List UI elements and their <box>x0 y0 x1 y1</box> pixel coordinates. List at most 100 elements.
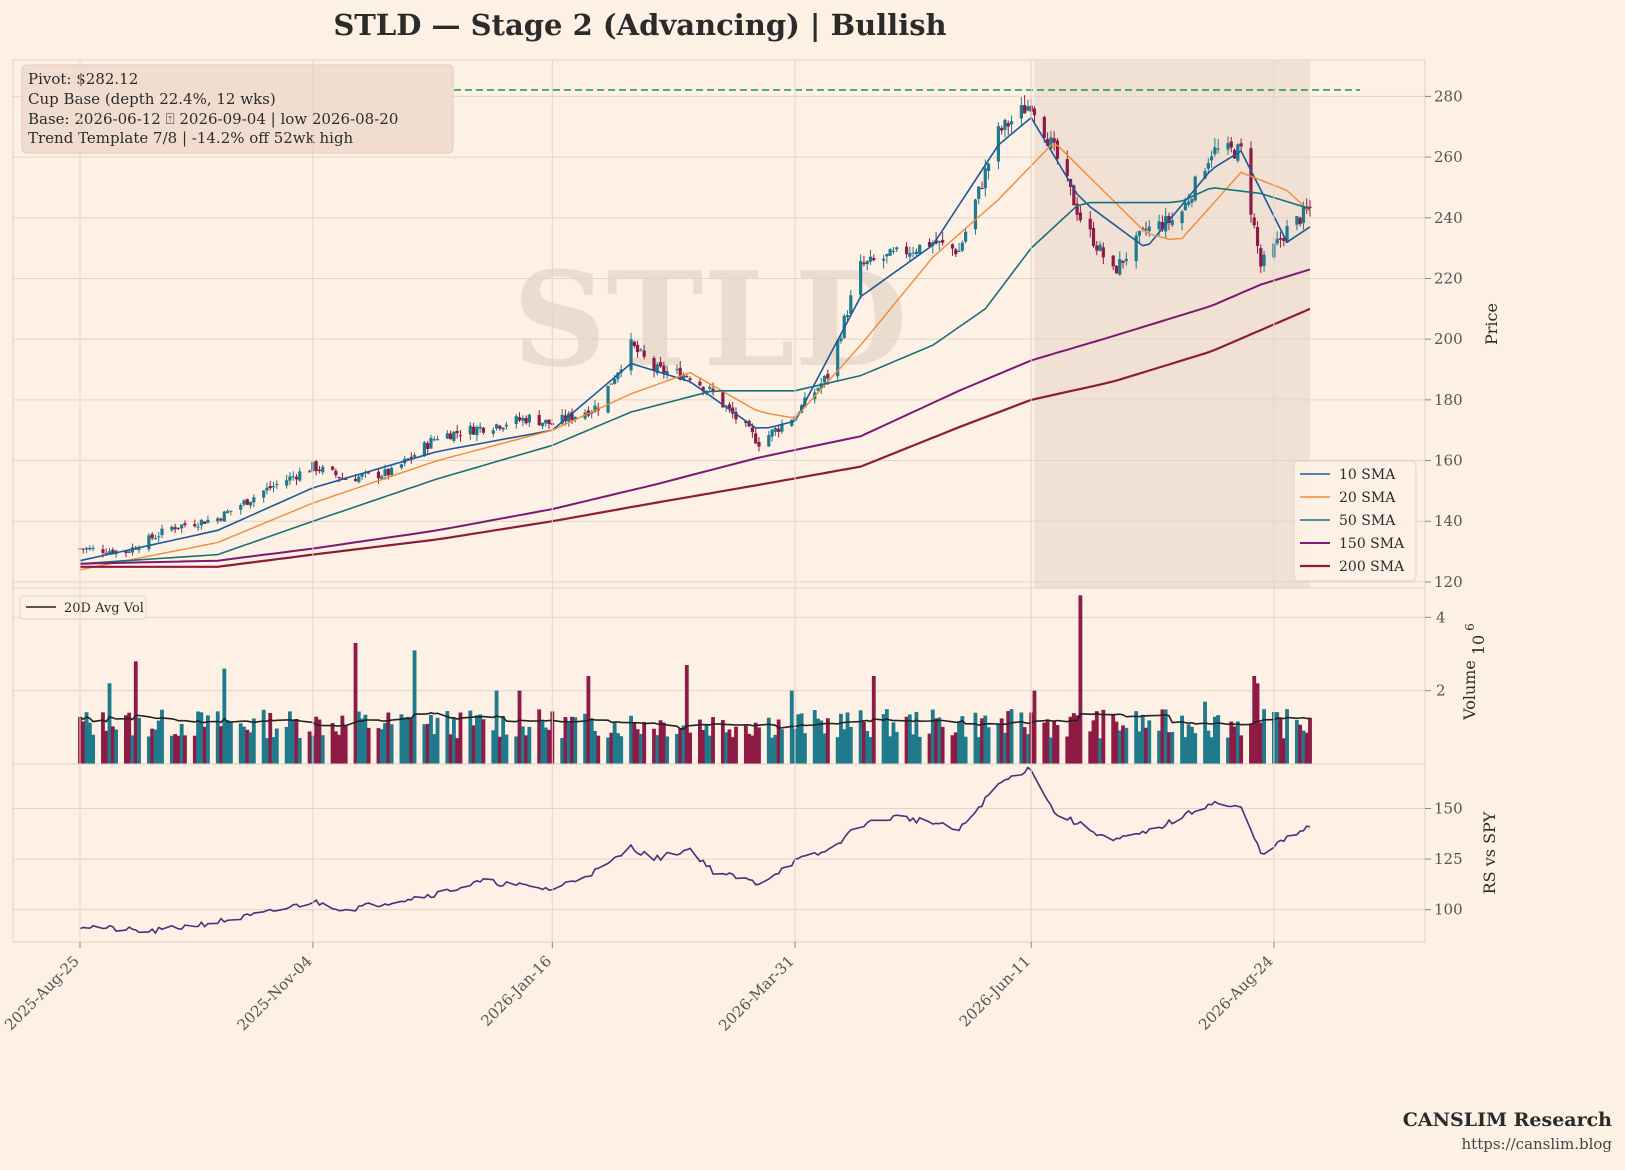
volume-bar <box>1193 733 1198 764</box>
volume-bar <box>1281 738 1286 764</box>
volume-bar <box>1052 720 1057 764</box>
candle-body <box>157 536 161 538</box>
volume-bar <box>1026 734 1030 764</box>
volume-panel: 24 Volume 10 6 20D Avg Vol <box>12 587 1488 765</box>
volume-bar <box>1048 737 1053 764</box>
candle-body <box>1003 119 1007 130</box>
candle-body <box>567 413 571 422</box>
volume-bar <box>1091 720 1096 764</box>
volume-bar <box>1071 713 1076 764</box>
candle-body <box>1124 258 1128 262</box>
volume-bar <box>268 712 273 764</box>
chart-title: STLD — Stage 2 (Advancing) | Bullish <box>333 8 946 42</box>
volume-bar <box>698 719 702 764</box>
volume-bar <box>1147 720 1152 764</box>
info-box: Pivot: $282.12 Cup Base (depth 22.4%, 12… <box>21 64 454 154</box>
volume-bar <box>386 712 391 764</box>
candle-body <box>321 466 325 473</box>
legend-label-10: 10 SMA <box>1339 467 1396 483</box>
volume-bar <box>999 718 1004 764</box>
legend-label-50: 50 SMA <box>1339 513 1396 529</box>
volume-bar <box>884 709 889 764</box>
candle-body <box>757 441 761 447</box>
volume-bar <box>593 730 597 764</box>
candle-body <box>160 528 164 536</box>
volume-bar <box>619 736 624 764</box>
volume-bar <box>1235 721 1240 764</box>
volume-bar <box>1075 715 1080 764</box>
candle-body <box>964 231 968 242</box>
candle-body <box>226 511 230 513</box>
volume-bar <box>635 729 640 764</box>
volume-legend: 20D Avg Vol <box>19 595 147 620</box>
volume-bar <box>868 737 873 764</box>
volume-bar <box>1009 709 1014 764</box>
candle-body <box>754 433 758 444</box>
candle-body <box>91 547 95 549</box>
volume-bar <box>1022 727 1027 764</box>
volume-bar <box>839 713 843 764</box>
candle-body <box>245 499 249 505</box>
volume-bar <box>773 734 778 764</box>
volume-bar <box>245 729 250 764</box>
volume-bar <box>816 718 820 764</box>
candle-body <box>1042 116 1046 138</box>
volume-bar <box>491 730 496 764</box>
volume-bar <box>425 723 430 764</box>
candle-body <box>294 476 299 480</box>
volume-bar <box>704 724 709 764</box>
volume-bar <box>1275 712 1280 764</box>
candle-body <box>432 439 436 441</box>
candle-body <box>1147 226 1151 232</box>
candle-body <box>918 244 922 254</box>
volume-bar <box>642 722 647 764</box>
volume-bar <box>927 733 932 764</box>
candle-body <box>731 407 735 414</box>
volume-bar <box>720 720 725 764</box>
candle-body <box>357 476 361 483</box>
volume-bar <box>314 716 319 764</box>
candle-body <box>501 427 505 430</box>
candle-body <box>147 535 151 550</box>
volume-bar <box>173 734 178 764</box>
volume-bar <box>629 715 633 764</box>
volume-bar <box>1065 736 1070 764</box>
candle-body <box>773 428 777 432</box>
candle-body <box>996 126 1000 162</box>
volume-bar <box>1301 730 1306 764</box>
candle-body <box>616 372 620 380</box>
volume-bar <box>1229 721 1234 764</box>
candle-body <box>606 385 610 413</box>
volume-bar <box>1278 717 1283 764</box>
candle-body <box>334 470 338 476</box>
candle-body <box>849 295 853 314</box>
volume-bar <box>937 717 942 764</box>
candle-body <box>1216 148 1220 150</box>
info-trend-template: Trend Template 7/8 | -14.2% off 52wk hig… <box>28 129 354 147</box>
volume-bar <box>343 725 348 764</box>
candle-body <box>406 458 410 460</box>
candle-body <box>317 469 322 472</box>
candle-body <box>1098 244 1102 251</box>
volume-bar <box>520 726 525 764</box>
volume-bar <box>747 733 752 764</box>
volume-bar <box>153 729 158 764</box>
candle-body <box>547 419 551 424</box>
volume-axis-title: Volume <box>1460 660 1479 721</box>
candle-body <box>1160 222 1164 230</box>
candle-body <box>193 524 197 527</box>
volume-bar <box>1140 715 1145 764</box>
volume-bar <box>429 714 433 764</box>
volume-bar <box>1167 732 1171 764</box>
volume-bar <box>675 734 679 764</box>
candle-body <box>1141 227 1145 230</box>
volume-bar <box>986 727 991 764</box>
candle-body <box>1101 247 1105 258</box>
volume-bar <box>448 734 453 764</box>
volume-bar <box>665 736 670 764</box>
volume-bar <box>1055 725 1060 764</box>
candle-body <box>937 241 941 243</box>
candle-body <box>353 478 358 482</box>
candle-body <box>481 427 486 433</box>
